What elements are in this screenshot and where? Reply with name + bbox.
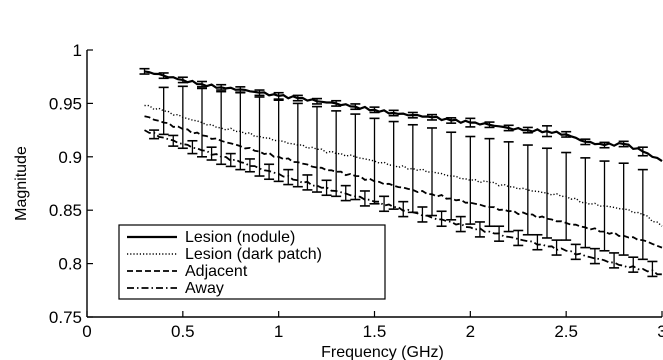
legend-label-1: Lesion (dark patch) <box>185 246 322 263</box>
axes: 0 0.5 1 1.5 2 2.5 3 0.75 0.8 0.85 0.9 0.95 1 Frequenc… <box>13 41 663 360</box>
y-tick-label-4: 0.95 <box>49 94 82 113</box>
y-tick-label-1: 0.8 <box>58 255 82 274</box>
x-tick-label-1: 0.5 <box>171 322 195 341</box>
y-tick-label-5: 1 <box>73 41 82 60</box>
series-line-1 <box>144 104 663 227</box>
legend-label-0: Lesion (nodule) <box>185 229 295 246</box>
x-tick-label-6: 3 <box>657 322 663 341</box>
y-tick-label-3: 0.9 <box>58 148 82 167</box>
x-axis-title: Frequency (GHz) <box>321 344 444 360</box>
x-tick-label-0: 0 <box>82 322 91 341</box>
y-axis-title: Magnitude <box>13 146 30 221</box>
series-line-2 <box>144 115 663 249</box>
y-tick-label-2: 0.85 <box>49 201 82 220</box>
series-line-0 <box>144 70 663 163</box>
legend-label-2: Adjacent <box>185 263 248 280</box>
legend: Lesion (nodule)Lesion (dark patch)Adjace… <box>118 224 386 300</box>
y-tick-label-0: 0.75 <box>49 308 82 327</box>
x-tick-label-2: 1 <box>274 322 283 341</box>
x-tick-label-5: 2.5 <box>554 322 578 341</box>
x-tick-label-4: 2 <box>466 322 475 341</box>
x-tick-label-3: 1.5 <box>363 322 387 341</box>
legend-label-3: Away <box>185 280 224 297</box>
error-bars <box>139 67 658 278</box>
